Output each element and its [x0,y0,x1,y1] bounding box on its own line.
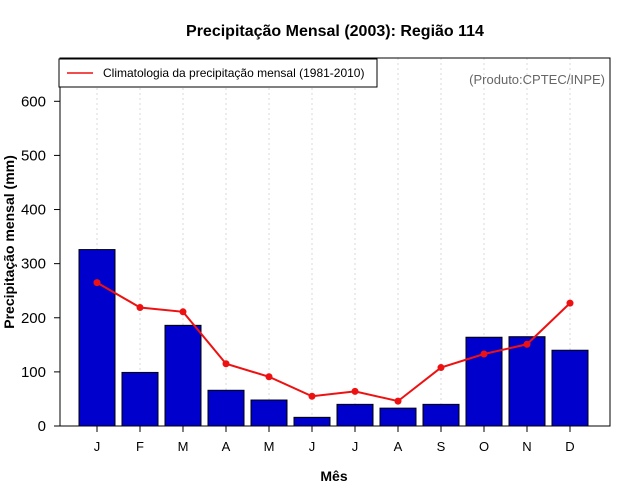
climatology-line [96,281,571,403]
bar-series [78,249,589,427]
x-axis-title: Mês [320,468,347,484]
bar-0 [78,249,116,427]
bar-2 [164,324,202,427]
bar-11 [551,349,589,427]
climatology-point-8 [437,364,445,372]
x-tick-label-8: S [437,439,446,454]
bar-8 [422,403,460,427]
x-tick-label-1: F [136,439,144,454]
climatology-point-3 [222,360,230,368]
climatology-point-6 [351,387,359,395]
climatology-point-0 [93,279,101,287]
x-tick-label-2: M [178,439,189,454]
legend: Climatologia da precipitação mensal (198… [58,58,378,88]
x-tick-label-9: O [479,439,489,454]
legend-label: Climatologia da precipitação mensal (198… [103,66,364,80]
climatology-point-7 [394,397,402,405]
y-axis: 0 100 200 300 400 500 600 [21,93,60,435]
bar-5 [293,416,331,427]
y-tick-label-600: 600 [21,93,46,110]
y-tick-label-500: 500 [21,147,46,164]
legend-box [58,58,378,88]
x-tick-label-5: J [309,439,316,454]
climatology-series [93,279,574,405]
bar-7 [379,407,417,427]
x-tick-label-10: N [522,439,531,454]
climatology-point-2 [179,308,187,316]
x-tick-label-3: A [222,439,231,454]
y-tick-label-300: 300 [21,256,46,273]
climatology-point-10 [523,340,531,348]
climatology-point-4 [265,373,273,381]
x-tick-label-11: D [565,439,574,454]
bar-4 [250,399,288,427]
y-tick-label-100: 100 [21,364,46,381]
bar-3 [207,389,245,427]
bar-1 [121,371,159,427]
chart-title: Precipitação Mensal (2003): Região 114 [186,23,484,40]
plot-frame [59,57,611,427]
y-axis-title: Precipitação mensal (mm) [1,155,17,329]
climatology-point-1 [136,303,144,311]
x-tick-label-6: J [352,439,359,454]
climatology-point-9 [480,350,488,358]
x-tick-label-0: J [94,439,101,454]
climatology-point-11 [566,299,574,307]
y-tick-label-200: 200 [21,310,46,327]
y-tick-label-400: 400 [21,202,46,219]
bar-10 [508,336,546,427]
x-tick-label-7: A [394,439,403,454]
x-tick-label-4: M [264,439,275,454]
climatology-point-5 [308,392,316,400]
credit-label: (Produto:CPTEC/INPE) [469,72,605,87]
y-tick-label-0: 0 [38,418,46,435]
bar-6 [336,403,374,427]
